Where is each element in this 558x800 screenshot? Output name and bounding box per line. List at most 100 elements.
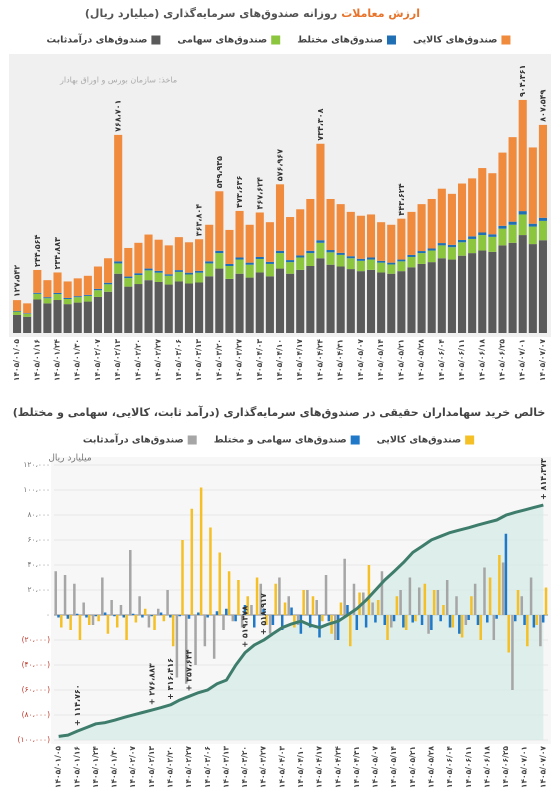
- bar: [455, 596, 458, 615]
- bar-segment: [43, 303, 52, 333]
- bar: [535, 615, 538, 625]
- bar: [380, 571, 384, 615]
- bar-segment: [154, 281, 163, 333]
- bar-segment: [468, 253, 477, 333]
- bar: [293, 615, 296, 628]
- bar: [190, 508, 194, 615]
- bar: [187, 615, 191, 619]
- bar-segment: [336, 266, 345, 333]
- bar-segment: [377, 260, 386, 263]
- bar-segment: [235, 259, 244, 274]
- bar-segment: [397, 271, 406, 333]
- bar-segment: [326, 252, 335, 265]
- bar-segment: [296, 209, 305, 256]
- x-tick-label: ۱۴۰۵/۰۵/۲۸: [426, 746, 435, 789]
- bar: [101, 577, 104, 615]
- bar: [358, 592, 361, 615]
- legend-swatch: [350, 435, 360, 445]
- bar-segment: [255, 212, 264, 257]
- bar-segment: [195, 282, 204, 333]
- x-tick-label: ۱۴۰۵/۰۶/۰۴: [445, 746, 454, 789]
- bar: [436, 590, 440, 615]
- bar: [215, 611, 219, 615]
- bar: [271, 615, 275, 625]
- bar: [411, 615, 414, 623]
- bar-segment: [286, 262, 295, 274]
- bar-segment: [336, 252, 345, 255]
- annotation: + ۳۵۷،۶۴۴: [185, 649, 194, 691]
- bar-segment: [245, 224, 254, 263]
- source-note: ماخذ: سازمان بورس و اوراق بهادار: [59, 76, 177, 85]
- bar-segment: [397, 259, 406, 262]
- bar-segment: [366, 259, 376, 270]
- bar-segment: [498, 228, 507, 246]
- bar-segment: [225, 263, 234, 266]
- bar-segment: [174, 237, 183, 271]
- bar-segment: [508, 242, 517, 333]
- x-tick-label: ۱۴۰۵/۰۲/۰۷: [93, 339, 102, 382]
- bar-segment: [23, 303, 32, 314]
- bar-segment: [124, 278, 133, 287]
- x-tick-label: ۱۴۰۵/۰۴/۱۷: [295, 339, 304, 382]
- annotation: + ۵۱۸،۹۱۷: [259, 593, 268, 635]
- bar-segment: [296, 255, 305, 258]
- legend-label: صندوق‌های کالایی: [377, 435, 461, 446]
- bar-segment: [377, 262, 386, 273]
- y-tick-label: ۱۰۰،۰۰۰: [23, 485, 50, 494]
- bar-segment: [73, 296, 82, 298]
- bar: [110, 600, 113, 615]
- bar-segment: [518, 99, 527, 212]
- bar-segment: [437, 188, 446, 244]
- bar: [203, 615, 207, 647]
- legend-swatch: [501, 35, 511, 45]
- bar-segment: [508, 221, 517, 225]
- bar-segment: [154, 270, 163, 273]
- bar: [153, 615, 156, 630]
- bar-segment: [447, 259, 456, 333]
- bar: [88, 615, 91, 625]
- x-tick-label: ۱۴۰۵/۰۴/۰۳: [255, 339, 264, 382]
- bar-segment: [346, 258, 355, 270]
- bar-segment: [43, 280, 52, 298]
- bar: [240, 615, 244, 628]
- bar-segment: [164, 284, 173, 333]
- bar: [513, 615, 517, 622]
- bar: [91, 615, 95, 625]
- bar: [374, 615, 377, 623]
- bar-segment: [83, 294, 92, 296]
- bar: [432, 590, 436, 615]
- y-tick-label: (۲۰،۰۰۰): [22, 635, 50, 644]
- bar-segment: [93, 288, 103, 291]
- bar-segment: [488, 234, 497, 237]
- annotation: ۱۲۷،۵۴۲: [13, 265, 22, 297]
- bar-segment: [366, 269, 376, 333]
- chart-title: روزانه صندوق‌های سرمایه‌گذاری (میلیارد ر…: [85, 7, 337, 20]
- bar: [371, 602, 374, 615]
- bar-segment: [144, 268, 153, 271]
- x-tick-label: ۱۴۰۵/۰۵/۲۱: [408, 746, 417, 788]
- bar-segment: [43, 297, 52, 299]
- bar-segment: [326, 198, 335, 251]
- x-tick-label: ۱۴۰۵/۰۵/۰۷: [356, 339, 365, 382]
- x-tick-label: ۱۴۰۵/۰۲/۲۷: [154, 339, 163, 382]
- bar-segment: [407, 256, 416, 268]
- bar-segment: [538, 217, 547, 221]
- bar: [420, 615, 424, 625]
- bar-segment: [498, 225, 507, 229]
- chart-title: ارزش معاملات: [341, 7, 420, 20]
- bar-segment: [356, 258, 365, 261]
- x-tick-label: ۱۴۰۵/۰۴/۱۰: [296, 746, 305, 788]
- bar: [402, 615, 405, 628]
- x-tick-label: ۱۴۰۵/۰۷/۰۷: [538, 339, 547, 382]
- x-tick-label: ۱۴۰۵/۰۳/۰۶: [203, 746, 212, 788]
- y-tick-label: ۱۲۰،۰۰۰: [23, 460, 50, 469]
- bar-segment: [326, 264, 335, 333]
- x-tick-label: ۱۴۰۵/۰۵/۲۸: [417, 339, 426, 382]
- bar-segment: [397, 261, 406, 272]
- x-tick-label: ۱۴۰۵/۰۲/۱۳: [147, 746, 156, 789]
- bar-segment: [407, 267, 416, 333]
- bar: [390, 615, 393, 628]
- bar-segment: [306, 250, 315, 254]
- bar-segment: [154, 239, 163, 271]
